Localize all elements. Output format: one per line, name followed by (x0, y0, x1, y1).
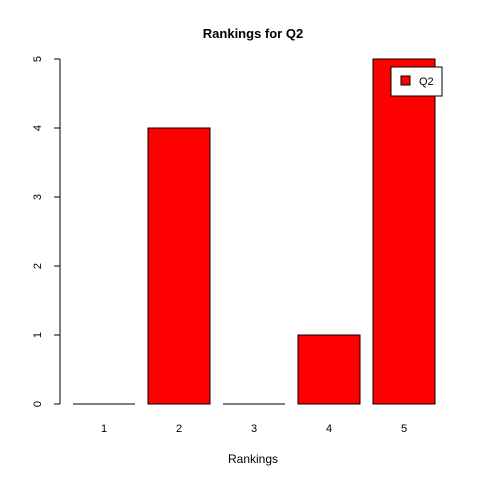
legend-swatch (400, 75, 411, 86)
x-tick-label: 5 (401, 423, 407, 435)
bar-series (73, 58, 436, 405)
y-tick-label: 4 (32, 125, 44, 131)
legend-box (390, 66, 443, 97)
x-axis-ticks: 1 2 3 4 5 (101, 423, 407, 435)
legend-label: Q2 (419, 76, 434, 88)
x-axis-label: Rankings (228, 452, 278, 466)
x-tick-label: 3 (251, 423, 257, 435)
x-tick-label: 1 (101, 423, 107, 435)
y-tick-label: 2 (32, 263, 44, 269)
y-tick-label: 5 (32, 56, 44, 62)
bar-5 (372, 58, 436, 405)
legend: Q2 (390, 66, 443, 97)
bar-2 (147, 127, 211, 405)
y-tick-label: 0 (32, 401, 44, 407)
y-axis: 0 1 2 3 4 5 (32, 56, 61, 407)
x-tick-label: 2 (176, 423, 182, 435)
bar-4 (297, 334, 361, 405)
y-tick-label: 3 (32, 194, 44, 200)
x-tick-label: 4 (326, 423, 332, 435)
chart-title: Rankings for Q2 (203, 26, 303, 41)
y-tick-label: 1 (32, 332, 44, 338)
